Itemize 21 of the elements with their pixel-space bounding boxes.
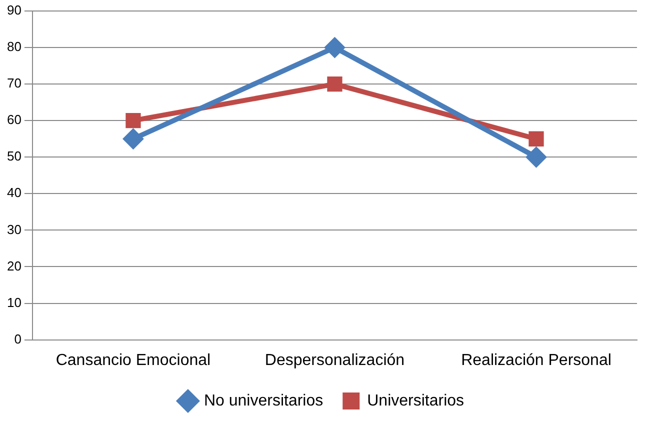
y-tick-label: 70 [6, 76, 22, 91]
point [528, 131, 544, 146]
y-tick-label: 80 [6, 39, 22, 54]
y-tick-label: 10 [6, 294, 22, 310]
y-tick-label: 60 [6, 112, 22, 128]
point [126, 113, 141, 128]
point [526, 146, 547, 168]
y-tick-label: 30 [6, 222, 22, 237]
y-tick-label: 20 [6, 258, 22, 274]
point [122, 128, 144, 150]
point [324, 37, 346, 58]
y-tick-label: 50 [6, 148, 22, 164]
y-tick-label: 0 [14, 331, 22, 346]
y-tick-label: 90 [6, 2, 22, 18]
legend-label: Universitarios [367, 392, 464, 410]
point [327, 76, 342, 92]
legend-label: No universitarios [204, 392, 324, 410]
x-tick-label: Cansancio Emocional [56, 352, 211, 369]
x-tick-label: Realización Personal [461, 352, 612, 369]
x-tick-label: Despersonalización [264, 352, 405, 369]
y-tick-label: 40 [6, 185, 22, 200]
